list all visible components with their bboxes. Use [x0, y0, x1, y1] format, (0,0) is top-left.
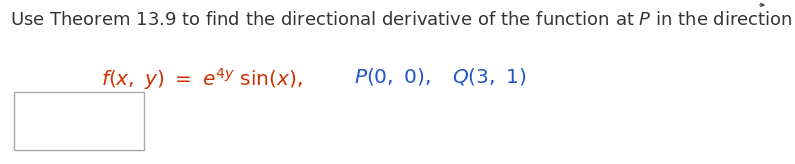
Text: $\mathit{f}(\mathit{x},\ \mathit{y})\ =\ \mathit{e}^{4\mathit{y}}\ \mathrm{sin}(: $\mathit{f}(\mathit{x},\ \mathit{y})\ =\…: [101, 66, 303, 92]
Text: $\mathit{P}(0,\ 0),$: $\mathit{P}(0,\ 0),$: [354, 66, 431, 87]
Bar: [14, 92, 144, 150]
Text: $\mathit{Q}(3,\ 1)$: $\mathit{Q}(3,\ 1)$: [452, 66, 525, 87]
Text: Use Theorem 13.9 to find the directional derivative of the function at $\mathit{: Use Theorem 13.9 to find the directional…: [10, 9, 795, 29]
